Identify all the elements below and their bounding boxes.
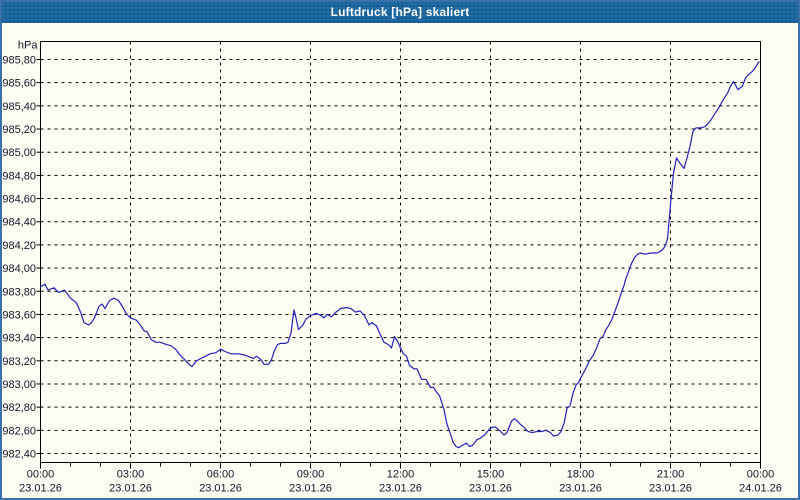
x-tick-date-label: 23.01.26 (379, 483, 422, 495)
x-tick-time-label: 15:00 (477, 469, 505, 481)
x-tick-time-label: 18:00 (567, 469, 595, 481)
x-tick-time-label: 03:00 (117, 469, 145, 481)
y-tick-label: 982,80 (2, 402, 36, 414)
chart-area: 985,80 985,60 985,40 985,20 985,00 984,80 984,… (0, 23, 800, 500)
y-tick-label: 985,00 (2, 147, 36, 159)
y-tick-label: 983,80 (2, 286, 36, 298)
y-tick-label: 984,40 (2, 217, 36, 229)
y-tick-label: 983,00 (2, 379, 36, 391)
x-tick-time-label: 09:00 (297, 469, 325, 481)
x-tick-time-label: 00:00 (27, 469, 55, 481)
plot-border (40, 41, 761, 463)
x-tick-date-label: 23.01.26 (649, 483, 692, 495)
y-tick-label: 984,00 (2, 263, 36, 275)
y-axis-unit-label: hPa (18, 40, 38, 52)
x-tick-date-label: 23.01.26 (109, 483, 152, 495)
x-tick-date-label: 23.01.26 (199, 483, 242, 495)
y-tick-label: 984,80 (2, 170, 36, 182)
x-tick-date-label: 23.01.26 (469, 483, 512, 495)
y-tick-label: 985,20 (2, 124, 36, 136)
x-tick-date-label: 23.01.26 (19, 483, 62, 495)
x-tick-date-label: 24.01.26 (739, 483, 782, 495)
x-tick-date-label: 23.01.26 (289, 483, 332, 495)
y-tick-label: 984,20 (2, 240, 36, 252)
y-tick-label: 984,60 (2, 194, 36, 206)
y-tick-label: 983,60 (2, 309, 36, 321)
y-tick-label: 983,20 (2, 356, 36, 368)
y-tick-label: 982,60 (2, 425, 36, 437)
window-title: Luftdruck [hPa] skaliert (330, 4, 470, 19)
y-tick-label: 985,60 (2, 78, 36, 90)
x-tick-time-label: 06:00 (207, 469, 235, 481)
window-titlebar[interactable]: Luftdruck [hPa] skaliert (0, 0, 800, 23)
pressure-series-line (39, 61, 760, 449)
y-tick-label: 983,40 (2, 333, 36, 345)
x-tick-time-label: 00:00 (747, 469, 775, 481)
y-tick-label: 985,80 (2, 55, 36, 67)
y-tick-label: 982,40 (2, 449, 36, 461)
x-tick-date-label: 23.01.26 (559, 483, 602, 495)
x-tick-time-label: 12:00 (387, 469, 415, 481)
pressure-line-chart: 985,80 985,60 985,40 985,20 985,00 984,80 984,… (2, 40, 782, 495)
y-tick-label: 985,40 (2, 101, 36, 113)
x-tick-time-label: 21:00 (657, 469, 685, 481)
